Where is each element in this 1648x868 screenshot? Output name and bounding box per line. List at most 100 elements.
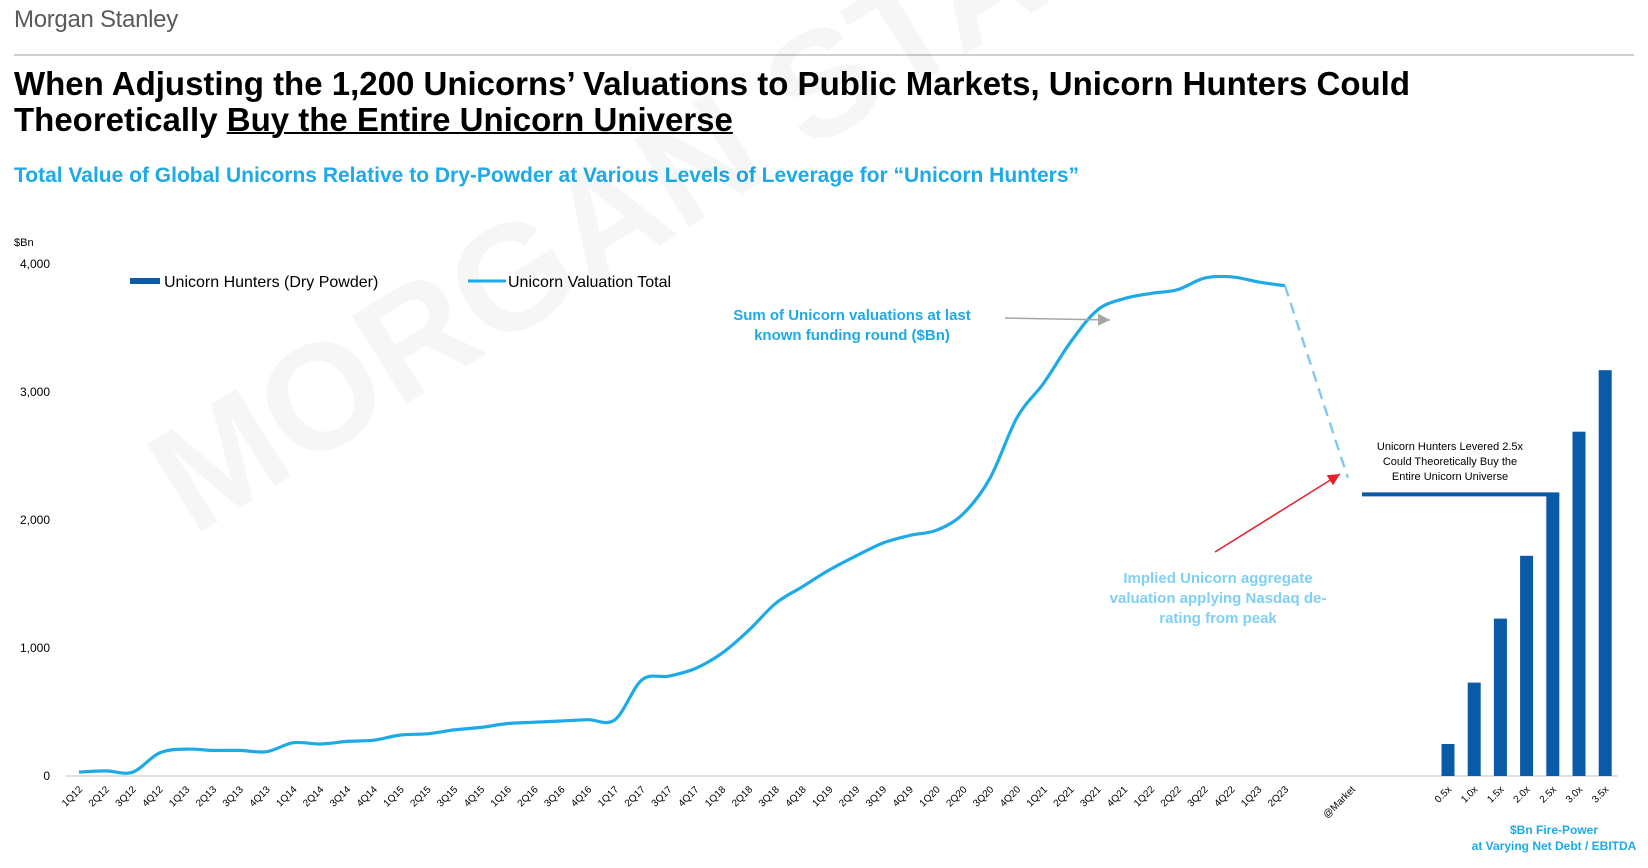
x-tick-label: 4Q12 — [140, 784, 165, 809]
x-tick-label: 1Q13 — [167, 784, 192, 809]
x-axis: 1Q12 2Q12 3Q12 4Q12 1Q13 2Q13 3Q13 4Q13 1Q14 2Q14… — [60, 784, 1611, 821]
dry-powder-bars — [1441, 370, 1612, 776]
bar-category-label: 0.5x — [1433, 784, 1454, 805]
x-tick-label: 4Q16 — [569, 784, 594, 809]
annotation-implied-line2: valuation applying Nasdaq de- — [1110, 590, 1327, 607]
legend-bar-label: Unicorn Hunters (Dry Powder) — [164, 274, 378, 291]
valuation-point-1Q12 — [78, 771, 81, 774]
bar-category-label: 2.0x — [1512, 784, 1533, 805]
bar-category-label: 1.5x — [1485, 784, 1506, 805]
x-tick-label: 2Q20 — [944, 784, 969, 809]
x-tick-label: 1Q16 — [489, 784, 514, 809]
x-tick-label: 4Q17 — [676, 784, 701, 809]
annotation-levered-line1: Unicorn Hunters Levered 2.5x — [1377, 441, 1524, 453]
legend-line-label: Unicorn Valuation Total — [508, 274, 671, 291]
x-tick-label: 1Q18 — [703, 784, 728, 809]
header-divider — [14, 54, 1634, 56]
y-axis-unit-label: $Bn — [14, 237, 34, 249]
x-tick-label: 3Q14 — [328, 784, 353, 809]
valuation-point-4Q15 — [480, 726, 483, 729]
x-tick-label: 2Q12 — [87, 784, 112, 809]
annotation-sum-arrow — [1004, 313, 1111, 326]
valuation-point-2Q14 — [319, 743, 322, 746]
valuation-point-4Q14 — [372, 739, 375, 742]
valuation-point-1Q17 — [614, 718, 617, 721]
valuation-point-3Q19 — [882, 542, 885, 545]
x-tick-label: 3Q15 — [435, 784, 460, 809]
valuation-point-4Q19 — [908, 534, 911, 537]
valuation-point-2Q17 — [640, 679, 643, 682]
valuation-point-2Q16 — [533, 721, 536, 724]
x-tick-label: 2Q17 — [623, 784, 648, 809]
annotation-implied-arrow — [1214, 473, 1341, 553]
valuation-point-3Q15 — [453, 728, 456, 731]
y-tick-label: 3,000 — [20, 385, 50, 399]
x-tick-label: 4Q15 — [462, 784, 487, 809]
annotation-sum-line1: Sum of Unicorn valuations at last — [733, 307, 971, 324]
nasdaq-derating-dashed-line — [1283, 285, 1349, 479]
x-tick-label: 3Q17 — [650, 784, 675, 809]
y-tick-label: 4,000 — [20, 257, 50, 271]
x-tick-label: 2Q22 — [1159, 784, 1184, 809]
valuation-point-1Q21 — [1042, 382, 1045, 385]
valuation-point-1Q13 — [185, 748, 188, 751]
valuation-point-3Q21 — [1096, 309, 1099, 312]
title-underlined-text: Buy the Entire Unicorn Universe — [226, 101, 733, 138]
x-tick-label: 3Q12 — [114, 784, 139, 809]
valuation-point-4Q17 — [694, 667, 697, 670]
valuation-point-3Q12 — [131, 771, 134, 774]
valuation-point-4Q20 — [1016, 416, 1019, 419]
x-tick-label: 1Q12 — [60, 784, 85, 809]
bar-category-label: 3.0x — [1564, 784, 1585, 805]
chart-subtitle: Total Value of Global Unicorns Relative … — [14, 164, 1080, 187]
valuation-point-4Q13 — [265, 750, 268, 753]
valuation-data-points — [78, 275, 1287, 773]
valuation-point-1Q18 — [721, 652, 724, 655]
bar-category-label: 2.5x — [1538, 784, 1559, 805]
valuation-point-4Q21 — [1123, 297, 1126, 300]
bar-1.5x — [1493, 618, 1507, 776]
x-tick-label: 3Q19 — [864, 784, 889, 809]
valuation-point-2Q18 — [748, 629, 751, 632]
valuation-point-3Q16 — [560, 720, 563, 723]
x-tick-label: 3Q16 — [542, 784, 567, 809]
valuation-point-2Q21 — [1069, 341, 1072, 344]
x-tick-label: 4Q22 — [1212, 784, 1237, 809]
bar-axis-title-line1: $Bn Fire-Power — [1510, 823, 1598, 837]
x-tick-label: 1Q23 — [1239, 784, 1264, 809]
bar-category-label: 3.5x — [1590, 784, 1611, 805]
valuation-point-2Q19 — [855, 554, 858, 557]
x-tick-label: 1Q21 — [1025, 784, 1050, 809]
valuation-point-1Q20 — [935, 529, 938, 532]
valuation-point-3Q22 — [1203, 277, 1206, 280]
valuation-point-2Q12 — [104, 769, 107, 772]
x-tick-label: 2Q14 — [301, 784, 326, 809]
bar-axis-title-line2: at Varying Net Debt / EBITDA — [1472, 839, 1637, 853]
x-tick-label: 3Q20 — [971, 784, 996, 809]
valuation-point-3Q17 — [667, 675, 670, 678]
valuation-point-2Q20 — [962, 512, 965, 515]
valuation-point-4Q18 — [801, 585, 804, 588]
annotation-levered-line3: Entire Unicorn Universe — [1392, 471, 1508, 483]
x-tick-label: 1Q15 — [382, 784, 407, 809]
x-tick-label: 4Q13 — [248, 784, 273, 809]
y-axis: 0 1,000 2,000 3,000 4,000 — [20, 257, 50, 783]
x-tick-label: 1Q22 — [1132, 784, 1157, 809]
x-tick-label: 3Q21 — [1078, 784, 1103, 809]
bar-category-label: 1.0x — [1459, 784, 1480, 805]
bar-2.5x — [1546, 494, 1560, 776]
x-tick-label: 2Q19 — [837, 784, 862, 809]
annotation-implied-line1: Implied Unicorn aggregate — [1123, 570, 1312, 587]
valuation-point-1Q22 — [1150, 292, 1153, 295]
x-tick-label: 2Q13 — [194, 784, 219, 809]
y-tick-label: 1,000 — [20, 641, 50, 655]
valuation-point-2Q13 — [212, 749, 215, 752]
x-tick-label: 2Q23 — [1266, 784, 1291, 809]
x-tick-label: 4Q20 — [998, 784, 1023, 809]
valuation-point-1Q16 — [506, 722, 509, 725]
x-tick-label: 1Q17 — [596, 784, 621, 809]
x-tick-label: 1Q20 — [918, 784, 943, 809]
valuation-point-1Q14 — [292, 741, 295, 744]
x-tick-label: 2Q15 — [408, 784, 433, 809]
